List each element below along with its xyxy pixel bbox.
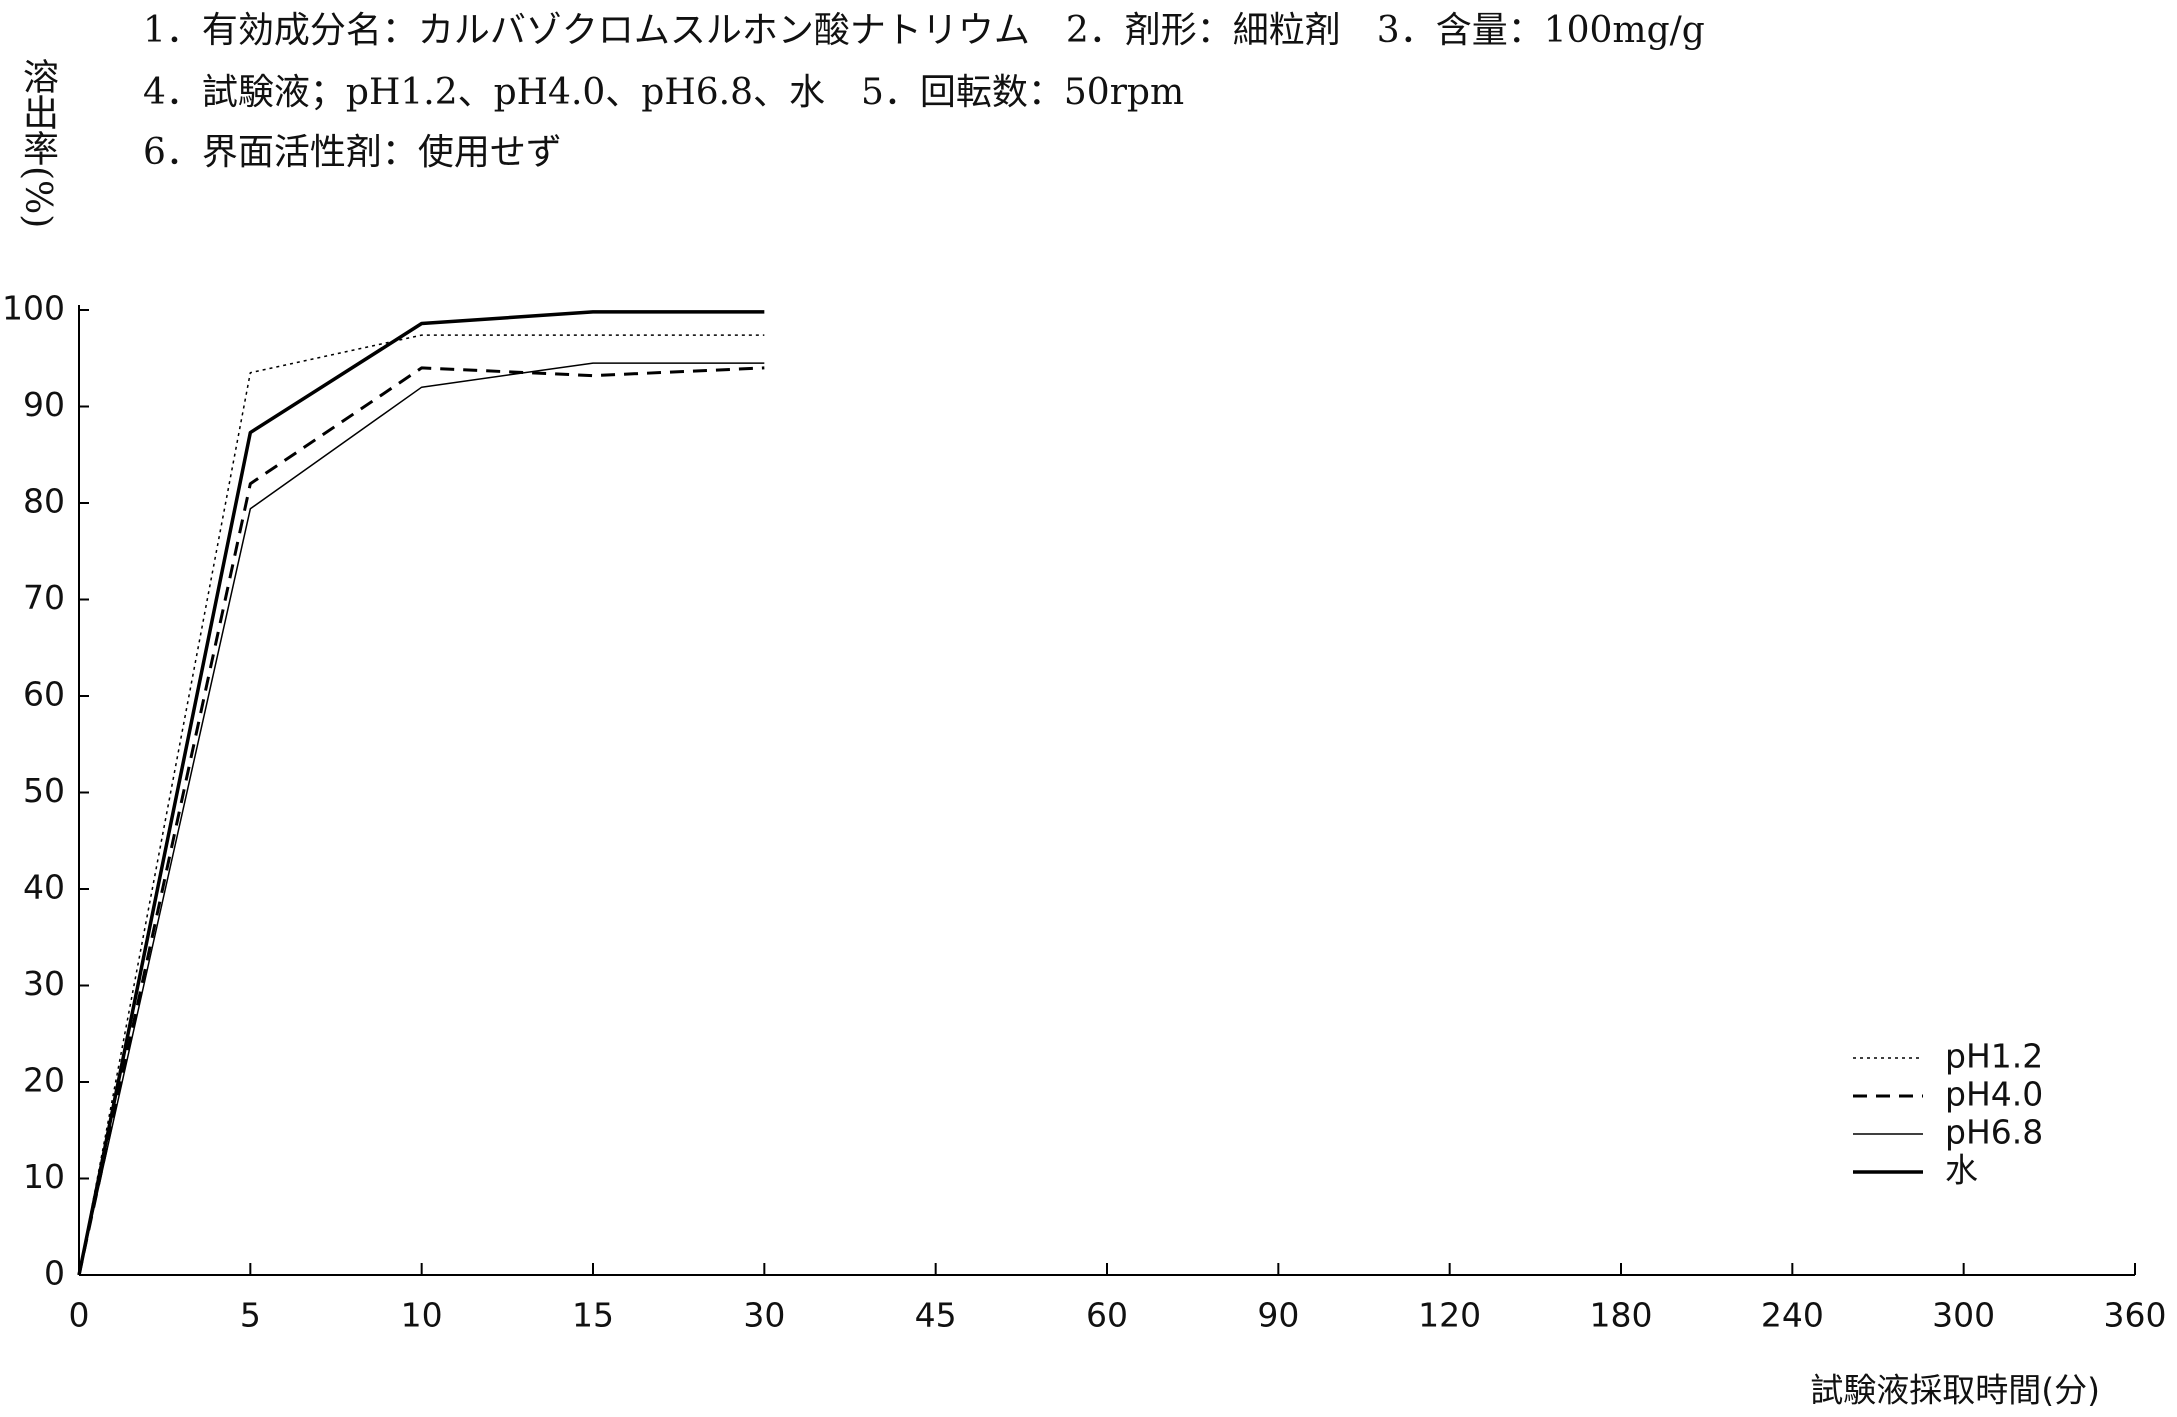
x-tick-label: 90 [1257, 1296, 1299, 1335]
y-tick-label: 90 [23, 385, 65, 424]
x-axis-label: 試験液採取時間(分) [1810, 1371, 2100, 1410]
y-tick-label: 50 [23, 771, 65, 810]
x-tick-label: 30 [743, 1296, 785, 1335]
header-line: 1．有効成分名：カルバゾクロムスルホン酸ナトリウム 2．剤形：細粒剤 3．含量：… [143, 10, 1705, 51]
y-tick-label: 100 [2, 289, 65, 328]
y-tick-label: 20 [23, 1061, 65, 1100]
header-line: 4．試験液；pH1.2、pH4.0、pH6.8、水 5．回転数：50rpm [143, 72, 1184, 113]
legend-label: pH6.8 [1945, 1113, 2043, 1152]
x-tick-label: 5 [240, 1296, 261, 1335]
series-line [78, 362, 765, 1276]
header-line: 6．界面活性剤：使用せず [143, 132, 562, 173]
y-tick-label: 10 [23, 1157, 65, 1196]
series-line [78, 334, 765, 1276]
series-line [77, 366, 765, 1276]
x-tick-label: 120 [1418, 1296, 1481, 1335]
y-tick-label: 40 [23, 868, 65, 907]
series-line [77, 310, 765, 1276]
x-tick-label: 180 [1590, 1296, 1653, 1335]
x-tick-label: 15 [572, 1296, 614, 1335]
x-tick-label: 240 [1761, 1296, 1824, 1335]
y-tick-label: 30 [23, 964, 65, 1003]
x-tick-label: 300 [1932, 1296, 1995, 1335]
y-tick-label: 0 [44, 1254, 65, 1293]
y-tick-label: 60 [23, 675, 65, 714]
x-tick-label: 0 [69, 1296, 90, 1335]
legend-label: 水 [1945, 1151, 1978, 1190]
legend-label: pH1.2 [1945, 1037, 2043, 1076]
y-tick-label: 70 [23, 578, 65, 617]
x-tick-label: 45 [915, 1296, 957, 1335]
x-tick-label: 60 [1086, 1296, 1128, 1335]
x-tick-label: 360 [2104, 1296, 2167, 1335]
y-tick-label: 80 [23, 482, 65, 521]
x-tick-label: 10 [401, 1296, 443, 1335]
y-axis-label: 溶出率(%) [17, 58, 58, 229]
legend-label: pH4.0 [1945, 1075, 2043, 1114]
